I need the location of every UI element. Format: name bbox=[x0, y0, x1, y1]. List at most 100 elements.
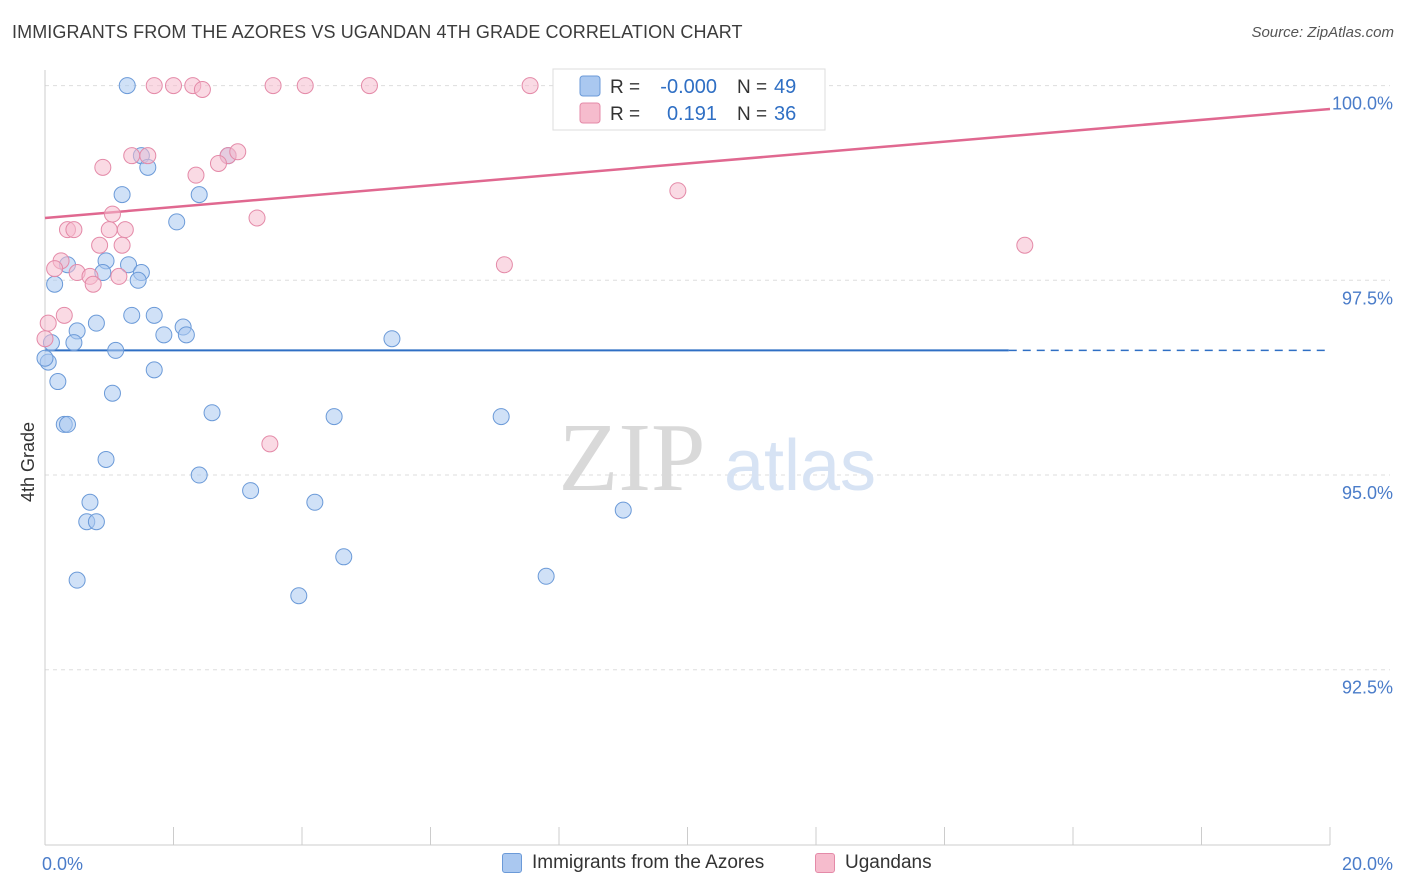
ugandans-point bbox=[248, 209, 266, 227]
legend-item-ugandans: Ugandans bbox=[815, 852, 932, 874]
ugandans-point bbox=[360, 77, 378, 95]
legend-bottom: Immigrants from the Azores Ugandans bbox=[0, 850, 1406, 880]
azores-point bbox=[492, 408, 510, 426]
watermark-atlas: atlas bbox=[724, 426, 876, 506]
trend-line-ugandans bbox=[44, 107, 1331, 220]
azores-point bbox=[81, 493, 99, 511]
legend-r-value-pink: 0.191 bbox=[667, 103, 717, 125]
ugandans-point bbox=[39, 314, 57, 332]
azores-point bbox=[46, 275, 64, 293]
azores-point bbox=[155, 326, 173, 344]
ugandans-point bbox=[65, 221, 83, 239]
azores-point bbox=[113, 186, 131, 204]
azores-point bbox=[242, 482, 260, 500]
gridlines bbox=[45, 85, 1390, 671]
ugandans-point bbox=[264, 77, 282, 95]
azores-point bbox=[120, 256, 138, 274]
legend-item-azores: Immigrants from the Azores bbox=[502, 852, 764, 874]
azores-point bbox=[129, 271, 147, 289]
azores-point bbox=[335, 548, 353, 566]
azores-point bbox=[123, 306, 141, 324]
x-tick-label: 20.0% bbox=[1342, 854, 1393, 874]
x-tick-label: 0.0% bbox=[42, 854, 83, 874]
ugandans-point bbox=[209, 154, 227, 172]
legend-label-azores: Immigrants from the Azores bbox=[532, 852, 765, 873]
azores-point bbox=[383, 330, 401, 348]
ugandans-point bbox=[193, 80, 211, 98]
y-axis-label: 4th Grade bbox=[18, 422, 38, 502]
ugandans-point bbox=[116, 221, 134, 239]
ugandans-point bbox=[36, 330, 54, 348]
ugandans-point bbox=[103, 205, 121, 223]
azores-point bbox=[203, 404, 221, 422]
azores-point bbox=[58, 415, 76, 433]
chart-title: IMMIGRANTS FROM THE AZORES VS UGANDAN 4T… bbox=[12, 22, 743, 42]
azores-point bbox=[118, 77, 136, 95]
y-tick-label: 95.0% bbox=[1342, 483, 1393, 503]
ugandans-point bbox=[187, 166, 205, 184]
legend-label-ugandans: Ugandans bbox=[845, 852, 932, 873]
legend-n-label-pink: N = bbox=[737, 104, 767, 125]
legend-swatch-azores bbox=[502, 853, 522, 873]
ugandans-point bbox=[100, 221, 118, 239]
legend-top: R = -0.000 N = 49 R = 0.191 N = 36 bbox=[552, 68, 826, 131]
ugandans-point bbox=[91, 236, 109, 254]
ugandans-point bbox=[145, 77, 163, 95]
ugandans-point bbox=[113, 236, 131, 254]
azores-point bbox=[177, 326, 195, 344]
ugandans-point bbox=[296, 77, 314, 95]
ugandans-point bbox=[110, 267, 128, 285]
legend-r-label-pink: R = bbox=[610, 104, 640, 125]
azores-point bbox=[87, 513, 105, 531]
azores-point bbox=[190, 186, 208, 204]
legend-n-value-pink: 36 bbox=[774, 103, 796, 125]
legend-r-label-blue: R = bbox=[610, 77, 640, 98]
ugandans-point bbox=[139, 147, 157, 165]
azores-point bbox=[97, 450, 115, 468]
ugandans-point bbox=[495, 256, 513, 274]
azores-point bbox=[65, 334, 83, 352]
azores-point bbox=[614, 501, 632, 519]
ugandans-point bbox=[521, 77, 539, 95]
ugandans-point bbox=[229, 143, 247, 161]
data-points bbox=[36, 77, 1034, 605]
azores-point bbox=[49, 373, 67, 391]
y-tick-label: 92.5% bbox=[1342, 678, 1393, 698]
azores-point bbox=[325, 408, 343, 426]
ugandans-point bbox=[1016, 236, 1034, 254]
ugandans-point bbox=[84, 275, 102, 293]
source-label: Source: ZipAtlas.com bbox=[1251, 24, 1394, 41]
watermark-zip: ZIP bbox=[559, 404, 706, 512]
azores-point bbox=[145, 361, 163, 379]
azores-point bbox=[87, 314, 105, 332]
legend-swatch-pink bbox=[579, 102, 601, 124]
legend-n-label-blue: N = bbox=[737, 77, 767, 98]
axes bbox=[44, 70, 1331, 846]
ugandans-point bbox=[46, 260, 64, 278]
legend-n-value-blue: 49 bbox=[774, 76, 796, 98]
legend-swatch-ugandans bbox=[815, 853, 835, 873]
azores-point bbox=[36, 349, 54, 367]
azores-point bbox=[103, 384, 121, 402]
ugandans-point bbox=[55, 306, 73, 324]
ugandans-point bbox=[261, 435, 279, 453]
azores-point bbox=[537, 567, 555, 585]
ugandans-point bbox=[669, 182, 687, 200]
ugandans-point bbox=[165, 77, 182, 95]
ugandans-point bbox=[94, 158, 112, 176]
tick-labels: 100.0% 97.5% 95.0% 92.5% 0.0% 20.0% bbox=[42, 94, 1393, 874]
trend-lines bbox=[44, 107, 1331, 352]
azores-point bbox=[107, 341, 125, 359]
ugandans-point bbox=[123, 147, 141, 165]
azores-point bbox=[306, 493, 324, 511]
watermark: ZIP atlas bbox=[559, 404, 877, 512]
azores-point bbox=[190, 466, 208, 484]
azores-point bbox=[68, 571, 86, 589]
y-tick-label: 97.5% bbox=[1342, 288, 1393, 308]
legend-r-value-blue: -0.000 bbox=[660, 76, 717, 98]
azores-point bbox=[290, 587, 308, 605]
azores-point bbox=[145, 306, 163, 324]
y-tick-label: 100.0% bbox=[1332, 94, 1393, 114]
legend-swatch-blue bbox=[579, 75, 601, 97]
